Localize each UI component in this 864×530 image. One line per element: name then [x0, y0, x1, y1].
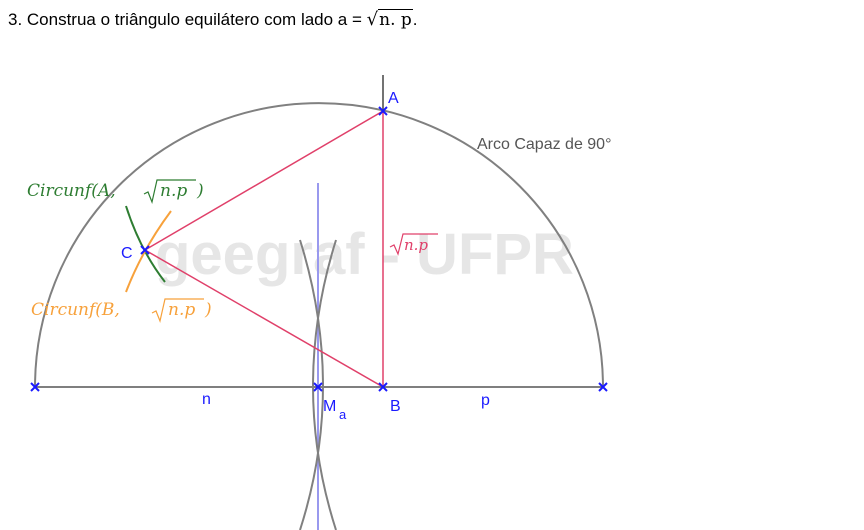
- label-midpoint-subscript: a: [339, 407, 347, 422]
- label-point-c: C: [121, 245, 133, 262]
- label-point-b: B: [390, 398, 401, 415]
- segment-cb: [144, 249, 384, 388]
- exercise-radicand: n. p: [378, 9, 413, 30]
- circle-a-label-prefix: Circunf(A,: [27, 181, 116, 201]
- label-circle-b: Circunf(B, n.p ): [31, 298, 212, 324]
- bisector-arc-right: [312, 239, 337, 530]
- label-side-length: n.p: [389, 233, 438, 256]
- label-midpoint: M: [323, 398, 336, 415]
- point-left-end: [30, 382, 40, 392]
- label-segment-p: p: [481, 392, 490, 409]
- circle-a-label-radicand: n.p: [160, 181, 187, 201]
- circle-b-label-suffix: ): [204, 300, 212, 320]
- label-segment-n: n: [202, 391, 211, 408]
- sqrt-symbol: √: [366, 9, 379, 30]
- exercise-suffix: .: [412, 10, 418, 29]
- point-midpoint: [313, 382, 323, 392]
- point-b: [378, 382, 388, 392]
- bisector-arc-left: [299, 239, 324, 530]
- side-sqrt-sign: [389, 233, 438, 256]
- label-circle-a: Circunf(A, n.p ): [27, 179, 204, 205]
- circle-b-sqrt-sign: [151, 298, 204, 324]
- point-a: [378, 106, 388, 116]
- label-arc-capaz: Arco Capaz de 90°: [477, 136, 611, 153]
- exercise-text: 3. Construa o triângulo equilátero com l…: [8, 10, 367, 29]
- circle-b-label-prefix: Circunf(B,: [31, 300, 120, 320]
- circle-b-label-radicand: n.p: [168, 300, 195, 320]
- point-markers: [30, 106, 608, 392]
- segment-ca: [144, 110, 384, 251]
- watermark-text: geegraf - UFPR: [155, 222, 574, 287]
- exercise-statement: 3. Construa o triângulo equilátero com l…: [8, 9, 418, 30]
- arc-capaz-semicircle: [34, 102, 604, 388]
- circle-a-sqrt-sign: [143, 179, 196, 205]
- point-right-end: [598, 382, 608, 392]
- point-c: [140, 245, 150, 255]
- label-point-a: A: [388, 90, 399, 107]
- circle-a-label-suffix: ): [196, 181, 204, 201]
- side-length-radicand: n.p: [404, 236, 428, 254]
